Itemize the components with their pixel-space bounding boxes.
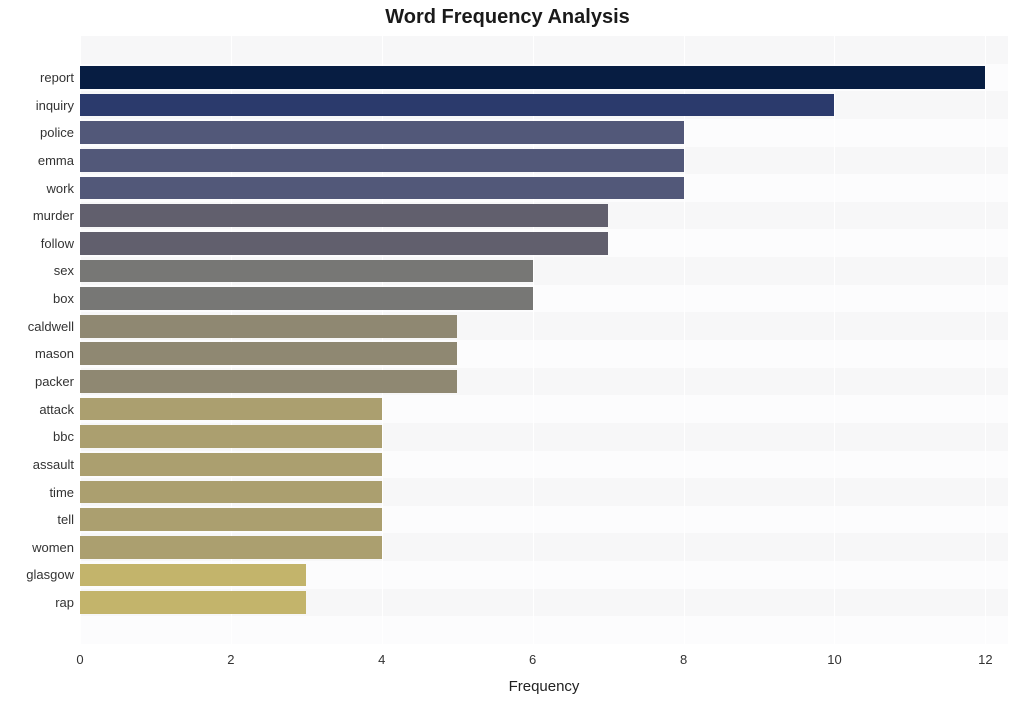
row-band <box>80 36 1008 64</box>
bar <box>80 425 382 448</box>
bar <box>80 232 608 255</box>
x-grid-line <box>684 36 685 644</box>
bar <box>80 149 684 172</box>
y-tick-label: follow <box>41 237 80 250</box>
bar <box>80 121 684 144</box>
bar <box>80 287 533 310</box>
y-tick-label: attack <box>39 403 80 416</box>
bar <box>80 508 382 531</box>
y-tick-label: sex <box>54 264 80 277</box>
x-axis-label: Frequency <box>509 678 580 695</box>
y-tick-label: caldwell <box>28 320 80 333</box>
y-tick-label: glasgow <box>26 568 80 581</box>
bar <box>80 177 684 200</box>
y-tick-label: packer <box>35 375 80 388</box>
x-tick-label: 12 <box>978 644 992 667</box>
x-tick-label: 8 <box>680 644 687 667</box>
bar <box>80 260 533 283</box>
x-tick-label: 2 <box>227 644 234 667</box>
bar <box>80 66 985 89</box>
bar <box>80 398 382 421</box>
y-tick-label: murder <box>33 209 80 222</box>
bar <box>80 342 457 365</box>
x-grid-line <box>834 36 835 644</box>
plot-area: reportinquirypoliceemmaworkmurderfollows… <box>80 36 1008 644</box>
x-tick-label: 0 <box>76 644 83 667</box>
y-tick-label: work <box>47 182 80 195</box>
y-tick-label: police <box>40 126 80 139</box>
y-tick-label: assault <box>33 458 80 471</box>
y-tick-label: emma <box>38 154 80 167</box>
bar <box>80 315 457 338</box>
y-tick-label: inquiry <box>36 99 80 112</box>
bar <box>80 481 382 504</box>
chart-title: Word Frequency Analysis <box>0 6 1015 29</box>
bar <box>80 564 306 587</box>
bar <box>80 94 834 117</box>
y-tick-label: box <box>53 292 80 305</box>
y-tick-label: report <box>40 71 80 84</box>
bar <box>80 453 382 476</box>
bar <box>80 204 608 227</box>
y-tick-label: tell <box>57 513 80 526</box>
y-tick-label: rap <box>55 596 80 609</box>
y-tick-label: time <box>49 486 80 499</box>
y-tick-label: bbc <box>53 430 80 443</box>
row-band <box>80 616 1008 644</box>
x-tick-label: 6 <box>529 644 536 667</box>
x-tick-label: 4 <box>378 644 385 667</box>
word-frequency-chart: Word Frequency Analysis reportinquirypol… <box>0 0 1015 701</box>
bar <box>80 536 382 559</box>
y-tick-label: mason <box>35 347 80 360</box>
y-tick-label: women <box>32 541 80 554</box>
x-grid-line <box>985 36 986 644</box>
bar <box>80 591 306 614</box>
x-tick-label: 10 <box>827 644 841 667</box>
bar <box>80 370 457 393</box>
